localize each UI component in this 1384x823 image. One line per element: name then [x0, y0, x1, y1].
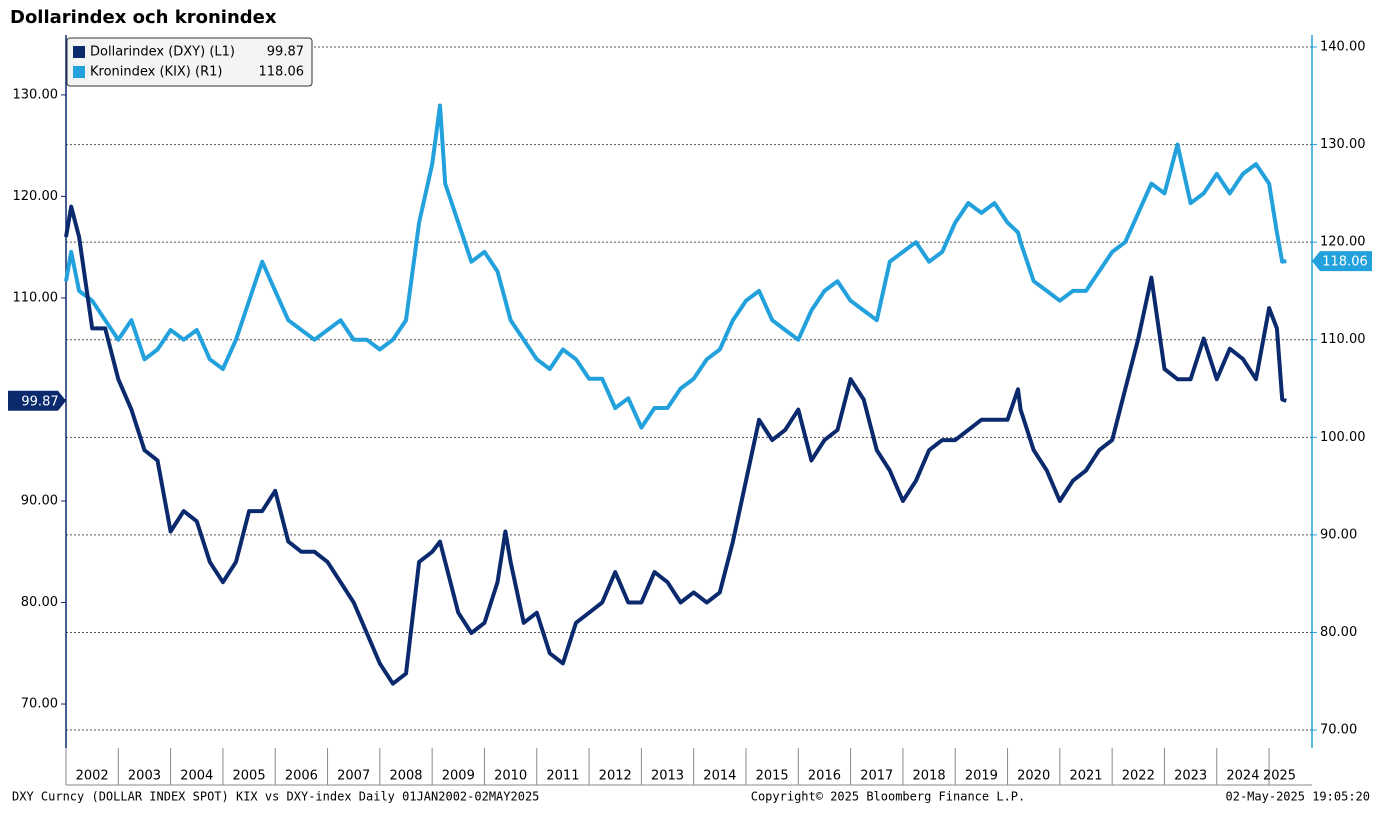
x-tick-label: 2021	[1069, 769, 1102, 784]
x-tick-label: 2025	[1263, 769, 1296, 784]
x-tick-label: 2022	[1122, 769, 1155, 784]
y-tick-label: 110.00	[13, 290, 59, 305]
x-tick-label: 2011	[546, 769, 579, 784]
legend: Dollarindex (DXY) (L1) 99.87 Kronindex (KI…	[66, 37, 313, 87]
y2-tick-label: 80.00	[1320, 625, 1357, 640]
x-tick-label: 2017	[860, 769, 893, 784]
x-tick-label: 2020	[1017, 769, 1050, 784]
series-line	[64, 103, 1287, 430]
y-tick-label: 80.00	[21, 595, 58, 610]
y2-tick-label: 130.00	[1320, 137, 1366, 152]
y-tick-label: 70.00	[21, 697, 58, 712]
y2-tick-label: 120.00	[1320, 235, 1366, 250]
y2-tick-label: 90.00	[1320, 527, 1357, 542]
y2-tick-label: 110.00	[1320, 332, 1366, 347]
x-tick-label: 2014	[703, 769, 736, 784]
x-tick-label: 2018	[913, 769, 946, 784]
footer-center: Copyright© 2025 Bloomberg Finance L.P.	[751, 790, 1026, 804]
legend-box	[66, 37, 313, 87]
y-tick-label: 90.00	[21, 493, 58, 508]
y2-tick-label: 100.00	[1320, 430, 1366, 445]
last-value-tag	[8, 390, 66, 411]
legend-value: 99.87	[267, 45, 304, 60]
plot-area	[66, 35, 1312, 748]
legend-label: Kronindex (KIX) (R1)	[90, 65, 222, 80]
last-value-label: 99.87	[21, 394, 58, 409]
x-tick-label: 2004	[180, 769, 213, 784]
x-tick-label: 2008	[389, 769, 422, 784]
footer-left: DXY Curncy (DOLLAR INDEX SPOT) KIX vs DX…	[12, 790, 539, 804]
x-tick-label: 2019	[965, 769, 998, 784]
y-tick-label: 120.00	[13, 189, 59, 204]
x-tick-label: 2003	[128, 769, 161, 784]
x-tick-label: 2023	[1174, 769, 1207, 784]
legend-swatch	[73, 46, 85, 58]
footer-right: 02-May-2025 19:05:20	[1226, 790, 1371, 804]
y-tick-label: 130.00	[13, 87, 59, 102]
x-tick-label: 2002	[76, 769, 109, 784]
last-value-tag	[1312, 251, 1372, 272]
last-value-label: 118.06	[1322, 255, 1368, 270]
x-tick-label: 2013	[651, 769, 684, 784]
x-tick-label: 2012	[599, 769, 632, 784]
series-line	[64, 204, 1287, 686]
x-tick-label: 2007	[337, 769, 370, 784]
chart-title: Dollarindex och kronindex	[10, 7, 277, 28]
legend-value: 118.06	[259, 65, 305, 80]
legend-label: Dollarindex (DXY) (L1)	[90, 45, 235, 60]
x-tick-label: 2005	[233, 769, 266, 784]
x-tick-label: 2015	[756, 769, 789, 784]
legend-swatch	[73, 66, 85, 78]
y2-tick-label: 70.00	[1320, 723, 1357, 738]
x-tick-label: 2016	[808, 769, 841, 784]
x-tick-label: 2009	[442, 769, 475, 784]
x-tick-label: 2024	[1226, 769, 1259, 784]
x-tick-label: 2010	[494, 769, 527, 784]
y2-tick-label: 140.00	[1320, 40, 1366, 55]
x-tick-label: 2006	[285, 769, 318, 784]
